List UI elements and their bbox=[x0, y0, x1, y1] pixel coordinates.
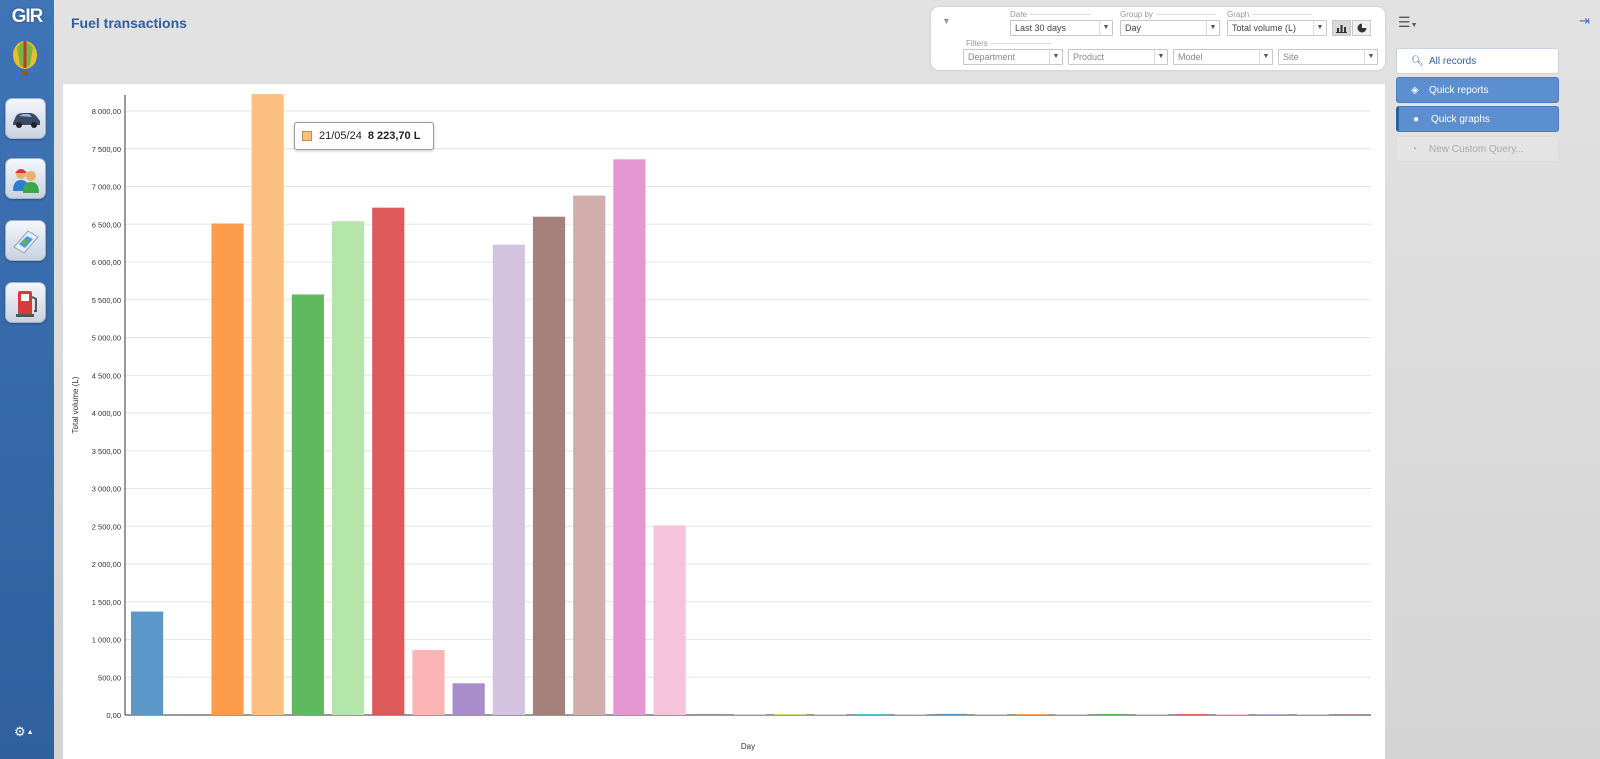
chart-bar bbox=[653, 525, 686, 715]
chart-bar bbox=[573, 195, 606, 715]
group-by-select[interactable]: Day ▼ bbox=[1120, 20, 1220, 36]
tooltip-value: 8 223,70 L bbox=[367, 130, 421, 142]
reports-button[interactable] bbox=[5, 220, 46, 261]
chart-bar bbox=[1216, 714, 1249, 715]
group-by-label: Group by bbox=[1120, 10, 1216, 19]
chevron-down-icon: ▼ bbox=[1154, 50, 1167, 64]
chart-bar bbox=[1176, 714, 1209, 715]
y-tick-label: 7 000,00 bbox=[92, 183, 121, 192]
chart-bar bbox=[291, 294, 324, 715]
chart-bar bbox=[1256, 714, 1289, 715]
date-select[interactable]: Last 30 days ▼ bbox=[1010, 20, 1113, 36]
y-tick-label: 6 000,00 bbox=[92, 258, 121, 267]
fuel-pump-icon bbox=[15, 290, 37, 317]
pie-chart-toggle[interactable] bbox=[1352, 20, 1371, 36]
vehicles-button[interactable] bbox=[5, 98, 46, 139]
quick-graphs-button[interactable]: ● Quick graphs bbox=[1396, 106, 1559, 132]
y-tick-label: 0,00 bbox=[106, 711, 121, 720]
y-tick-label: 3 500,00 bbox=[92, 447, 121, 456]
chevron-down-icon: ▼ bbox=[1259, 50, 1272, 64]
bar-chart-toggle[interactable] bbox=[1332, 20, 1351, 36]
y-tick-label: 5 500,00 bbox=[92, 296, 121, 305]
gear-icon: ⚙ bbox=[14, 724, 26, 739]
y-tick-label: 1 500,00 bbox=[92, 598, 121, 607]
tooltip-date: 21/05/24 bbox=[319, 130, 362, 142]
chart-bar bbox=[452, 683, 485, 715]
chart-area: 0,00 500,00 1 000,00 1 500,00 2 000,00 2 500,… bbox=[63, 84, 1385, 759]
tooltip-swatch bbox=[302, 131, 312, 141]
balloon-icon bbox=[13, 41, 37, 76]
y-tick-label: 8 000,00 bbox=[92, 107, 121, 116]
users-button[interactable] bbox=[5, 158, 46, 199]
search-icon: 🔍︎ bbox=[1411, 56, 1424, 67]
chart-bar bbox=[251, 94, 284, 715]
chart-bar bbox=[331, 221, 365, 716]
chart-bar bbox=[412, 650, 445, 715]
chart-bar bbox=[372, 207, 405, 715]
collapse-icon[interactable]: ▼ bbox=[942, 16, 951, 26]
filters-label: Filters bbox=[966, 39, 1051, 48]
settings-button[interactable]: ⚙ ▲ bbox=[14, 724, 40, 740]
chart-bar bbox=[532, 216, 566, 715]
chevron-down-icon: ▼ bbox=[1364, 50, 1377, 64]
y-tick-label: 1 000,00 bbox=[92, 636, 121, 645]
y-tick-label: 2 500,00 bbox=[92, 522, 121, 531]
filter-panel: ▼ Date Last 30 days ▼ Group by Day ▼ Graph… bbox=[931, 7, 1385, 70]
chart-bar bbox=[774, 714, 807, 715]
y-tick-label: 2 000,00 bbox=[92, 560, 121, 569]
bar-chart: 0,00 500,00 1 000,00 1 500,00 2 000,00 2 500,… bbox=[71, 94, 1371, 751]
hamburger-menu-icon[interactable]: ☰▼ bbox=[1398, 14, 1418, 30]
product-select[interactable]: Product ▼ bbox=[1068, 49, 1168, 65]
graph-select[interactable]: Total volume (L) ▼ bbox=[1227, 20, 1327, 36]
chart-bar bbox=[1015, 714, 1048, 715]
map-document-icon bbox=[12, 229, 39, 254]
y-tick-label: 7 500,00 bbox=[92, 145, 121, 154]
chart-bar bbox=[211, 223, 244, 715]
model-select[interactable]: Model ▼ bbox=[1173, 49, 1273, 65]
pie-chart-icon: ● bbox=[1413, 114, 1420, 125]
chart-bar bbox=[492, 244, 525, 715]
chevron-down-icon: ▼ bbox=[1099, 21, 1112, 35]
new-custom-query-button: ◔ New Custom Query... bbox=[1396, 136, 1559, 162]
site-select[interactable]: Site ▼ bbox=[1278, 49, 1378, 65]
chevron-down-icon: ▼ bbox=[1049, 50, 1062, 64]
x-axis-label: Day bbox=[741, 742, 755, 751]
y-tick-label: 5 000,00 bbox=[92, 334, 121, 343]
pie-chart-icon bbox=[1357, 23, 1366, 33]
y-tick-label: 4 500,00 bbox=[92, 371, 121, 380]
y-tick-label: 4 000,00 bbox=[92, 409, 121, 418]
chart-bar bbox=[613, 159, 646, 715]
chart-bar bbox=[854, 714, 887, 715]
logout-icon[interactable]: ⇥ bbox=[1579, 13, 1590, 28]
users-icon bbox=[12, 168, 39, 193]
y-tick-label: 6 500,00 bbox=[92, 220, 121, 229]
chart-tooltip: 21/05/24 8 223,70 L bbox=[294, 122, 434, 150]
y-tick-label: 3 000,00 bbox=[92, 485, 121, 494]
department-select[interactable]: Department ▼ bbox=[963, 49, 1063, 65]
car-icon bbox=[12, 112, 40, 128]
chevron-down-icon: ▼ bbox=[1313, 21, 1326, 35]
app-logo: GIR bbox=[11, 6, 44, 27]
pie-chart-icon: ◔ bbox=[1411, 144, 1418, 155]
caret-up-icon: ▲ bbox=[26, 728, 34, 736]
y-axis-label: Total volume (L) bbox=[71, 376, 80, 433]
bar-chart-icon bbox=[1336, 24, 1347, 33]
chart-bar bbox=[693, 713, 726, 715]
chart-bar bbox=[934, 713, 968, 715]
fuel-button[interactable] bbox=[5, 282, 46, 323]
app-rail: GIR ⚙ bbox=[0, 0, 54, 759]
all-records-button[interactable]: 🔍︎ All records bbox=[1396, 48, 1559, 74]
page-title: Fuel transactions bbox=[71, 15, 187, 31]
chart-bar bbox=[1095, 713, 1128, 715]
chevron-down-icon: ▼ bbox=[1206, 21, 1219, 35]
date-group-label: Date bbox=[1010, 10, 1090, 19]
graph-group-label: Graph bbox=[1227, 10, 1312, 19]
y-tick-label: 500,00 bbox=[98, 673, 121, 682]
chart-bar bbox=[131, 611, 164, 715]
quick-reports-button[interactable]: ◈ Quick reports bbox=[1396, 77, 1559, 103]
chart-bar bbox=[1336, 714, 1369, 715]
cube-icon: ◈ bbox=[1411, 85, 1419, 96]
